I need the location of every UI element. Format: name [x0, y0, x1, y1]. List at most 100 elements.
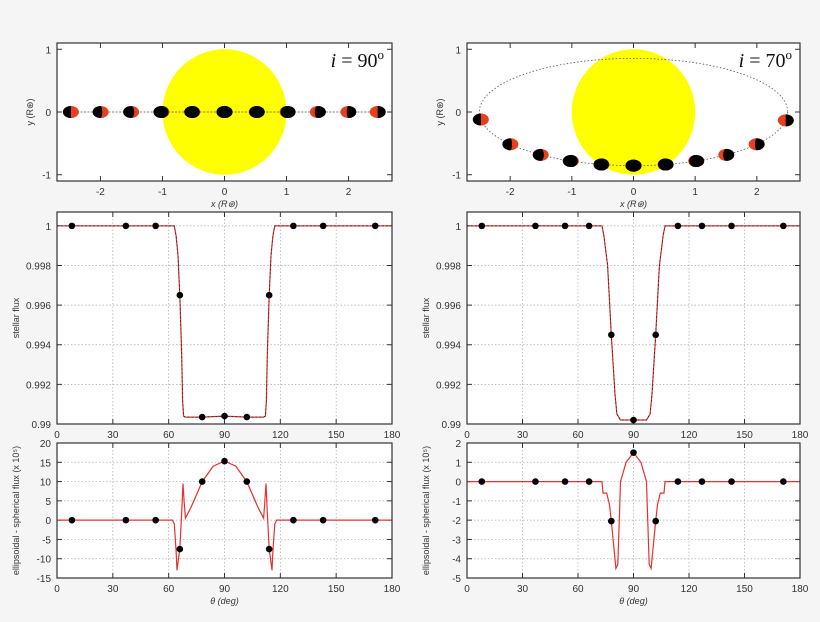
- data-point: [478, 222, 486, 230]
- y-tick-label: -1: [452, 497, 461, 508]
- x-tick-label: 1: [284, 187, 290, 198]
- data-point: [728, 222, 735, 230]
- plot-content: [472, 49, 794, 175]
- planet: [472, 113, 489, 126]
- data-point: [780, 478, 787, 485]
- degree-sup: o: [786, 47, 793, 62]
- y-axis-label: y (R⊛): [435, 98, 445, 125]
- planet-nightside: [785, 114, 794, 127]
- y-tick-label: 15: [40, 458, 52, 469]
- y-tick-label: 5: [45, 497, 51, 508]
- y-tick-label: 2: [455, 439, 461, 450]
- data-point: [371, 516, 379, 524]
- planet-nightside: [502, 138, 512, 151]
- planet: [92, 106, 109, 118]
- data-point: [652, 517, 659, 525]
- y-tick-label: 0.992: [436, 380, 461, 391]
- x-tick-label: 90: [628, 430, 640, 441]
- y-tick-label: -1: [42, 171, 51, 182]
- planet: [123, 106, 140, 118]
- y-tick-label: -5: [42, 535, 51, 546]
- panel-bottom-right: 0 30 60 90 120 150 180 -5 -4 -3 -2 -1 0 1 2 θ (deg) elli…: [421, 439, 809, 606]
- y-axis-label: stellar flux: [421, 297, 431, 338]
- y-tick-label: 0.99: [442, 420, 462, 431]
- spherical-curve: [467, 225, 800, 421]
- y-tick-label: -15: [37, 574, 52, 585]
- planet: [688, 154, 705, 167]
- inclination-symbol: i: [739, 50, 745, 72]
- data-point: [674, 478, 682, 485]
- x-tick-label: 180: [384, 430, 401, 441]
- x-axis-label: x (R⊛): [619, 199, 647, 209]
- x-tick-label: 0: [464, 430, 470, 441]
- data-point: [630, 449, 637, 456]
- y-axis-label: ellipsoidal - spherical flux (x 10⁵): [11, 446, 21, 575]
- planet: [502, 138, 519, 151]
- x-tick-label: 180: [384, 584, 401, 595]
- planet-nightside: [123, 106, 135, 118]
- planet-nightside: [723, 148, 735, 161]
- planet-body: [565, 154, 578, 167]
- planet: [718, 148, 735, 161]
- y-tick-label: -4: [452, 555, 461, 566]
- planet: [562, 154, 579, 167]
- y-tick-label: 0.994: [26, 341, 51, 352]
- planet-body: [185, 106, 200, 118]
- data-point: [243, 478, 251, 485]
- x-tick-label: 90: [219, 430, 231, 441]
- x-axis-label: θ (deg): [619, 596, 647, 606]
- data-point: [198, 478, 206, 485]
- data-point: [608, 331, 615, 339]
- planet: [248, 106, 265, 118]
- data-point: [221, 412, 228, 420]
- data-point: [122, 222, 130, 230]
- planet-body: [658, 158, 673, 171]
- x-tick-label: 30: [107, 430, 119, 441]
- data-point: [780, 222, 787, 230]
- y-tick-label: 1: [455, 222, 461, 233]
- degree-sup: o: [378, 47, 385, 62]
- data-point: [176, 545, 184, 553]
- y-tick-label: -1: [452, 171, 461, 182]
- y-tick-label: -3: [452, 535, 461, 546]
- data-point: [585, 478, 593, 485]
- x-tick-label: 120: [681, 584, 698, 595]
- panel-top-right: -2 -1 0 1 2 -1 0 1 i = 70o x (R⊛) y (R⊛): [435, 42, 801, 209]
- data-point: [674, 222, 682, 230]
- data-point: [221, 457, 228, 465]
- panel-middle-left: 0 30 60 90 120 150 180 0.99 0.992 0.994 0.996 0.998…: [11, 211, 401, 441]
- data-point: [243, 413, 251, 421]
- y-tick-label: 0.99: [32, 420, 52, 431]
- x-tick-label: 30: [517, 584, 529, 595]
- data-point: [532, 222, 539, 230]
- planet: [309, 106, 326, 118]
- planet-nightside: [377, 106, 386, 118]
- data-point: [319, 222, 327, 230]
- x-tick-label: 60: [163, 584, 175, 595]
- inclination-symbol: i: [331, 50, 337, 72]
- y-tick-label: 20: [40, 439, 52, 450]
- data-point: [290, 516, 297, 524]
- data-point: [122, 516, 130, 524]
- data-point: [630, 416, 637, 424]
- data-point: [478, 478, 486, 485]
- planet-body: [625, 159, 642, 172]
- planet-nightside: [62, 106, 71, 118]
- planet-body: [689, 154, 702, 167]
- x-tick-label: 30: [107, 584, 119, 595]
- planet: [216, 106, 233, 118]
- x-tick-label: 1: [692, 187, 698, 198]
- x-tick-label: 120: [272, 430, 289, 441]
- planet: [657, 158, 674, 171]
- planet-body: [594, 158, 609, 171]
- y-tick-label: 0: [45, 108, 51, 119]
- planet-nightside: [92, 106, 103, 118]
- x-axis-label: θ (deg): [210, 596, 238, 606]
- y-tick-label: 0.996: [436, 301, 461, 312]
- planet: [748, 138, 765, 151]
- x-tick-label: 60: [572, 430, 584, 441]
- y-tick-label: 0.998: [26, 261, 51, 272]
- planet-body: [216, 106, 233, 118]
- planet-nightside: [755, 138, 765, 151]
- data-point: [152, 516, 159, 524]
